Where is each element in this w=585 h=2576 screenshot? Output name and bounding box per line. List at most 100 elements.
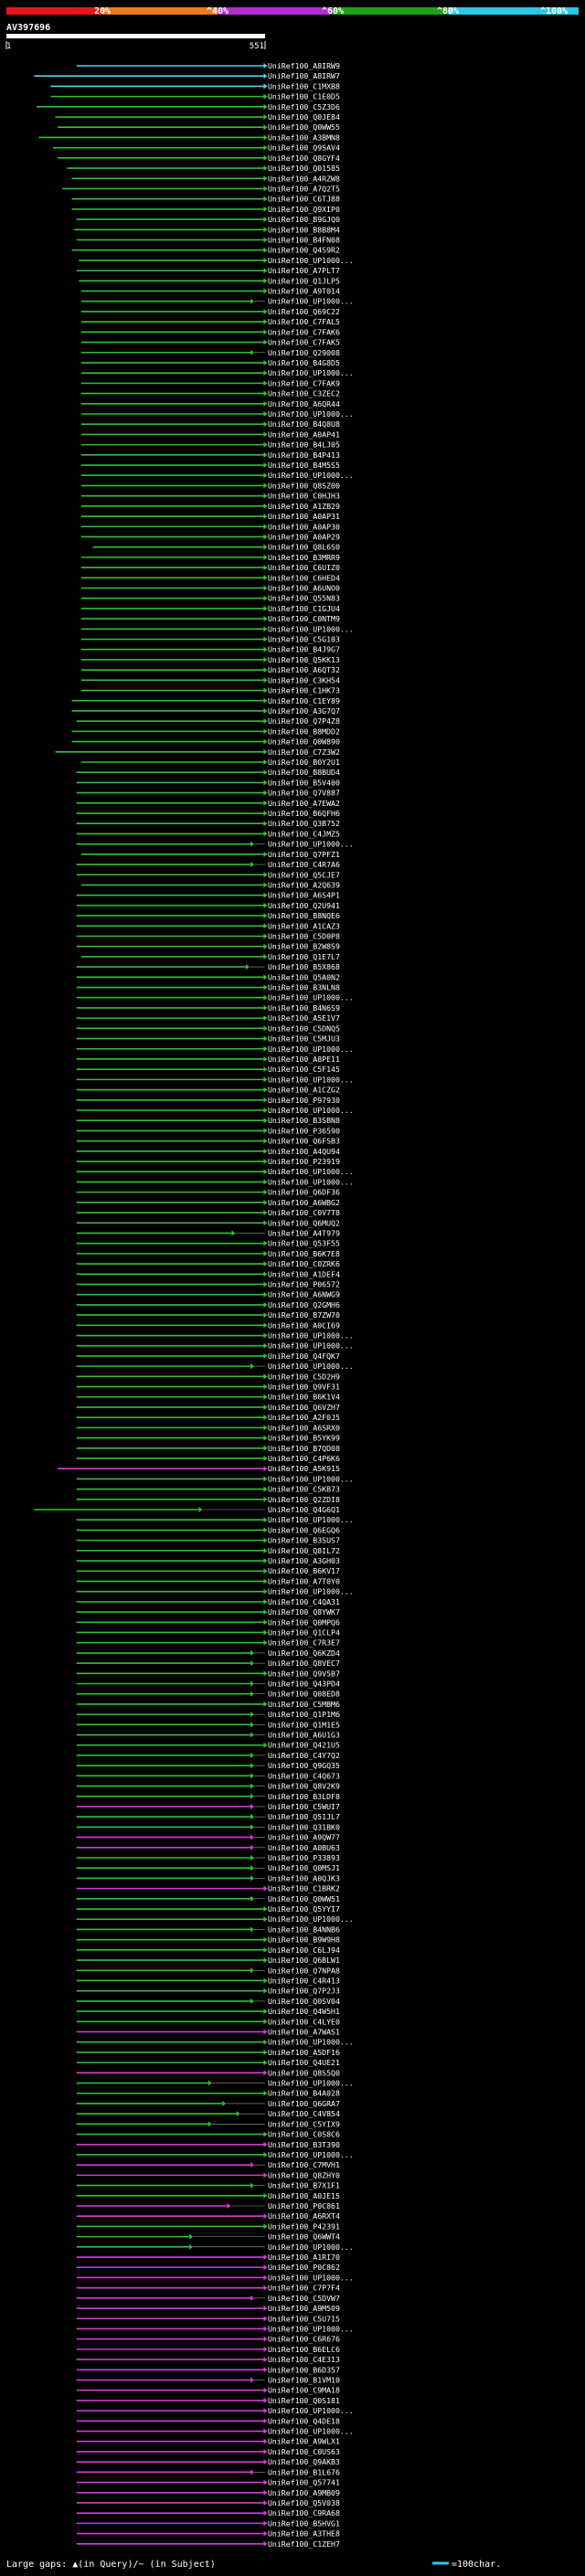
hit-label[interactable]: UniRef100_Q31BK0: [268, 1822, 340, 1831]
hit-label[interactable]: UniRef100_B4P413: [268, 451, 340, 460]
hit-label[interactable]: UniRef100_A1CZG2: [268, 1086, 340, 1095]
hit-label[interactable]: UniRef100_B5YK99: [268, 1434, 340, 1443]
hit-label[interactable]: UniRef100_C5YIX9: [268, 2119, 340, 2128]
hit-label[interactable]: UniRef100_C7FAK6: [268, 327, 340, 336]
hit-label[interactable]: UniRef100_B3NLN8: [268, 983, 340, 992]
hit-label[interactable]: UniRef100_A0AP41: [268, 429, 340, 439]
hit-label[interactable]: UniRef100_C0HJH3: [268, 492, 340, 501]
hit-label[interactable]: UniRef100_C0V7T8: [268, 1208, 340, 1217]
hit-label[interactable]: UniRef100_Q5YYI7: [268, 1904, 340, 1913]
hit-label[interactable]: UniRef100_C7MVH1: [268, 2160, 340, 2169]
hit-label[interactable]: UniRef100_C1EY89: [268, 696, 340, 705]
hit-label[interactable]: UniRef100_Q8VEC7: [268, 1659, 340, 1668]
hit-label[interactable]: UniRef100_B9W9H8: [268, 1935, 340, 1945]
hit-label[interactable]: UniRef100_B6D357: [268, 2365, 340, 2374]
hit-label[interactable]: UniRef100_Q7NPA8: [268, 1966, 340, 1975]
hit-label[interactable]: UniRef100_UP1000...: [268, 1474, 354, 1483]
hit-label[interactable]: UniRef100_A0QJK3: [268, 1873, 340, 1882]
hit-label[interactable]: UniRef100_B8B8M4: [268, 225, 340, 234]
hit-label[interactable]: UniRef100_C4E313: [268, 2355, 340, 2364]
hit-label[interactable]: UniRef100_UP1000...: [268, 368, 354, 377]
hit-label[interactable]: UniRef100_A2F0J5: [268, 1413, 340, 1422]
hit-label[interactable]: UniRef100_Q6WWT4: [268, 2232, 340, 2242]
hit-label[interactable]: UniRef100_C7FAK9: [268, 378, 340, 387]
hit-label[interactable]: UniRef100_B3MRR9: [268, 553, 340, 562]
hit-label[interactable]: UniRef100_Q1P1M6: [268, 1710, 340, 1719]
hit-label[interactable]: UniRef100_B9GJQ0: [268, 215, 340, 224]
hit-label[interactable]: UniRef100_UP1000...: [268, 1341, 354, 1351]
hit-label[interactable]: UniRef100_A6QT32: [268, 665, 340, 674]
hit-label[interactable]: UniRef100_C5G103: [268, 635, 340, 644]
hit-label[interactable]: UniRef100_B4FN08: [268, 235, 340, 244]
hit-label[interactable]: UniRef100_Q55N83: [268, 594, 340, 603]
hit-label[interactable]: UniRef100_Q6MUQ2: [268, 1218, 340, 1227]
hit-label[interactable]: UniRef100_A0CI69: [268, 1320, 340, 1330]
hit-label[interactable]: UniRef100_P97930: [268, 1096, 340, 1105]
hit-label[interactable]: UniRef100_P36590: [268, 1126, 340, 1135]
hit-label[interactable]: UniRef100_A4QU94: [268, 1147, 340, 1156]
hit-label[interactable]: UniRef100_B3SUS7: [268, 1536, 340, 1545]
hit-label[interactable]: UniRef100_C6R676: [268, 2335, 340, 2344]
hit-label[interactable]: UniRef100_C4LYE0: [268, 2017, 340, 2026]
hit-label[interactable]: UniRef100_C9RA68: [268, 2508, 340, 2518]
hit-label[interactable]: UniRef100_Q6FSB3: [268, 1137, 340, 1146]
hit-label[interactable]: UniRef100_C4VB54: [268, 2109, 340, 2118]
hit-label[interactable]: UniRef100_C4R413: [268, 1976, 340, 1985]
hit-label[interactable]: UniRef100_A9T014: [268, 287, 340, 296]
hit-label[interactable]: UniRef100_Q69C22: [268, 307, 340, 316]
hit-label[interactable]: UniRef100_A6U1G3: [268, 1731, 340, 1740]
hit-label[interactable]: UniRef100_C5Z3D6: [268, 102, 340, 111]
hit-label[interactable]: UniRef100_B0Y2U1: [268, 758, 340, 767]
hit-label[interactable]: UniRef100_C5MBM6: [268, 1700, 340, 1709]
hit-label[interactable]: UniRef100_Q9V5B7: [268, 1669, 340, 1678]
hit-label[interactable]: UniRef100_A1RI70: [268, 2253, 340, 2262]
hit-label[interactable]: UniRef100_A0BU63: [268, 1843, 340, 1852]
hit-label[interactable]: UniRef100_Q57741: [268, 2478, 340, 2487]
hit-label[interactable]: UniRef100_C4R7A6: [268, 860, 340, 869]
hit-label[interactable]: UniRef100_UP1000...: [268, 840, 354, 849]
hit-label[interactable]: UniRef100_A9WLX1: [268, 2437, 340, 2446]
hit-label[interactable]: UniRef100_UP1000...: [268, 2406, 354, 2415]
hit-label[interactable]: UniRef100_Q8IL72: [268, 1546, 340, 1555]
hit-label[interactable]: UniRef100_Q7V887: [268, 789, 340, 798]
hit-label[interactable]: UniRef100_Q6BLW1: [268, 1956, 340, 1965]
hit-label[interactable]: UniRef100_Q8ZHY0: [268, 2170, 340, 2179]
hit-label[interactable]: UniRef100_Q9VF31: [268, 1383, 340, 1392]
hit-label[interactable]: UniRef100_A3BMN8: [268, 133, 340, 142]
hit-label[interactable]: UniRef100_P42391: [268, 2221, 340, 2231]
hit-label[interactable]: UniRef100_A5E1V7: [268, 1013, 340, 1023]
hit-label[interactable]: UniRef100_Q1JLP5: [268, 276, 340, 285]
hit-label[interactable]: UniRef100_C4P6K6: [268, 1454, 340, 1463]
hit-label[interactable]: UniRef100_B5HVG1: [268, 2518, 340, 2528]
hit-label[interactable]: UniRef100_A5DF16: [268, 2048, 340, 2057]
hit-label[interactable]: UniRef100_A1DEF4: [268, 1269, 340, 1278]
hit-label[interactable]: UniRef100_C0US63: [268, 2447, 340, 2456]
hit-label[interactable]: UniRef100_C5U715: [268, 2314, 340, 2323]
hit-label[interactable]: UniRef100_B2W8S9: [268, 942, 340, 951]
hit-label[interactable]: UniRef100_A8PE11: [268, 1055, 340, 1064]
hit-label[interactable]: UniRef100_Q53F55: [268, 1239, 340, 1248]
hit-label[interactable]: UniRef100_Q6VZH7: [268, 1403, 340, 1412]
hit-label[interactable]: UniRef100_A1CAZ3: [268, 921, 340, 930]
hit-label[interactable]: UniRef100_UP1000...: [268, 2150, 354, 2159]
hit-label[interactable]: UniRef100_UP1000...: [268, 1587, 354, 1596]
hit-label[interactable]: UniRef100_A0JE15: [268, 2191, 340, 2200]
hit-label[interactable]: UniRef100_Q29008: [268, 348, 340, 357]
hit-label[interactable]: UniRef100_B4J9G7: [268, 645, 340, 654]
hit-label[interactable]: UniRef100_Q4G6Q1: [268, 1505, 340, 1514]
hit-label[interactable]: UniRef100_C1MXB8: [268, 81, 340, 90]
hit-label[interactable]: UniRef100_B7X1F1: [268, 2181, 340, 2190]
hit-label[interactable]: UniRef100_P0C862: [268, 2263, 340, 2272]
hit-label[interactable]: UniRef100_UP1000...: [268, 2273, 354, 2282]
hit-label[interactable]: UniRef100_B4M5S5: [268, 461, 340, 470]
hit-label[interactable]: UniRef100_Q8S5Q0: [268, 2068, 340, 2077]
hit-label[interactable]: UniRef100_Q3B752: [268, 819, 340, 828]
hit-label[interactable]: UniRef100_Q9GQ35: [268, 1761, 340, 1770]
hit-label[interactable]: UniRef100_B4A028: [268, 2089, 340, 2098]
hit-label[interactable]: UniRef100_UP1000...: [268, 1914, 354, 1924]
hit-label[interactable]: UniRef100_A8IRW7: [268, 71, 340, 80]
hit-label[interactable]: UniRef100_Q08ED8: [268, 1690, 340, 1699]
hit-label[interactable]: UniRef100_Q0W890: [268, 737, 340, 747]
hit-label[interactable]: UniRef100_A6SRX0: [268, 1423, 340, 1432]
hit-label[interactable]: UniRef100_Q8GYF4: [268, 154, 340, 163]
